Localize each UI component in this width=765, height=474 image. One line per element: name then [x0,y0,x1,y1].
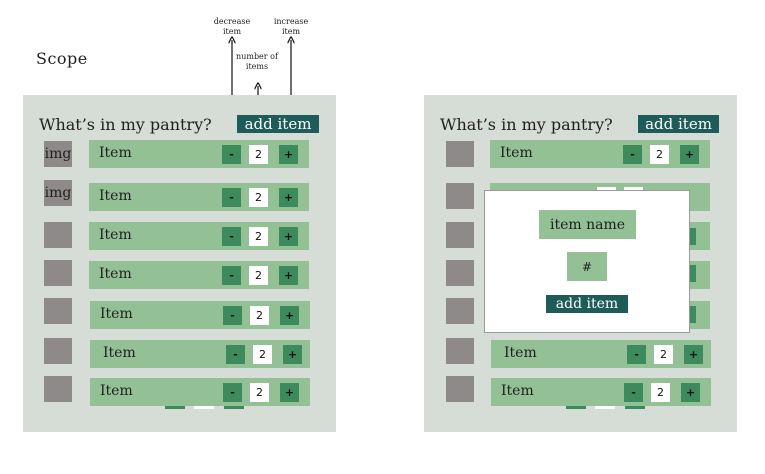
item-label: Item [100,306,133,322]
annotation-number: number of items [236,52,278,71]
item-thumbnail [44,298,72,324]
add-item-button[interactable]: add item [237,115,319,133]
item-thumbnail [44,222,72,248]
increase-button[interactable]: + [283,345,302,364]
increase-button[interactable]: + [680,145,699,164]
item-thumbnail [44,338,72,364]
quantity-display: 2 [253,345,272,364]
item-label: Item [99,266,132,282]
list-item[interactable]: Item - 2 + [491,378,711,406]
scroll-peek [566,403,586,409]
item-label: Item [100,383,133,399]
quantity-display: 2 [650,145,669,164]
increase-button[interactable]: + [279,145,298,164]
quantity-peek [624,187,643,191]
quantity-display: 2 [249,145,268,164]
item-thumbnail [446,222,474,248]
increase-button[interactable]: + [684,345,703,364]
decrease-button[interactable]: - [627,345,646,364]
list-item[interactable]: Item - 2 + [89,183,309,211]
item-thumbnail: img [44,141,72,167]
scroll-peek [224,403,244,409]
item-thumbnail [446,141,474,167]
item-label: Item [504,345,537,361]
item-label: Item [103,345,136,361]
control-peek [688,265,696,282]
decrease-button[interactable]: - [222,266,241,285]
item-thumbnail [44,376,72,402]
increase-button[interactable]: + [681,383,700,402]
item-thumbnail: img [44,180,72,206]
item-thumbnail [44,260,72,286]
quantity-display: 2 [250,383,269,402]
item-thumbnail [446,376,474,402]
item-thumbnail [446,338,474,364]
decrease-button[interactable]: - [223,383,242,402]
list-item[interactable]: Item - 2 + [89,222,309,250]
list-item[interactable]: Item - 2 + [90,340,310,368]
quantity-display: 2 [249,227,268,246]
annotation-increase: increase item [273,17,309,36]
quantity-display: 2 [250,306,269,325]
item-label: Item [99,227,132,243]
quantity-display: 2 [654,345,673,364]
increase-button[interactable]: + [280,383,299,402]
item-label: Item [99,145,132,161]
scroll-peek [625,403,645,409]
item-thumbnail [446,260,474,286]
scroll-peek [595,403,615,409]
item-count-input[interactable]: # [567,252,607,281]
scroll-peek [165,403,185,409]
increase-button[interactable]: + [280,306,299,325]
decrease-button[interactable]: - [226,345,245,364]
item-label: Item [501,383,534,399]
scroll-peek [194,403,214,409]
quantity-display: 2 [249,266,268,285]
quantity-display: 2 [651,383,670,402]
increase-button[interactable]: + [279,188,298,207]
confirm-add-item-button[interactable]: add item [546,295,628,313]
item-label: Item [500,145,533,161]
list-item[interactable]: Item - 2 + [89,140,309,168]
list-item[interactable]: Item - 2 + [90,378,310,406]
item-thumbnail [446,298,474,324]
decrease-button[interactable]: - [223,306,242,325]
page-title: What’s in my pantry? [440,115,613,134]
add-item-dialog: item name # add item [484,190,690,333]
annotation-decrease: decrease item [213,17,251,36]
item-label: Item [99,188,132,204]
list-item[interactable]: Item - 2 + [90,301,310,329]
list-item[interactable]: Item - 2 + [89,261,309,289]
increase-button[interactable]: + [279,227,298,246]
list-item[interactable]: Item - 2 + [491,340,711,368]
add-item-button[interactable]: add item [638,115,719,133]
decrease-button[interactable]: - [222,188,241,207]
pantry-screen: What’s in my pantry? add item img Item -… [23,95,336,432]
quantity-display: 2 [249,188,268,207]
page-title: What’s in my pantry? [39,115,212,134]
increase-button[interactable]: + [279,266,298,285]
list-item[interactable]: Item - 2 + [490,140,710,168]
decrease-button[interactable]: - [624,383,643,402]
control-peek [688,228,696,245]
item-thumbnail [446,183,474,209]
decrease-button[interactable]: - [623,145,642,164]
scope-label: Scope [36,49,88,68]
item-name-input[interactable]: item name [539,210,636,239]
quantity-peek [597,187,616,191]
control-peek [688,306,696,323]
decrease-button[interactable]: - [222,145,241,164]
decrease-button[interactable]: - [222,227,241,246]
